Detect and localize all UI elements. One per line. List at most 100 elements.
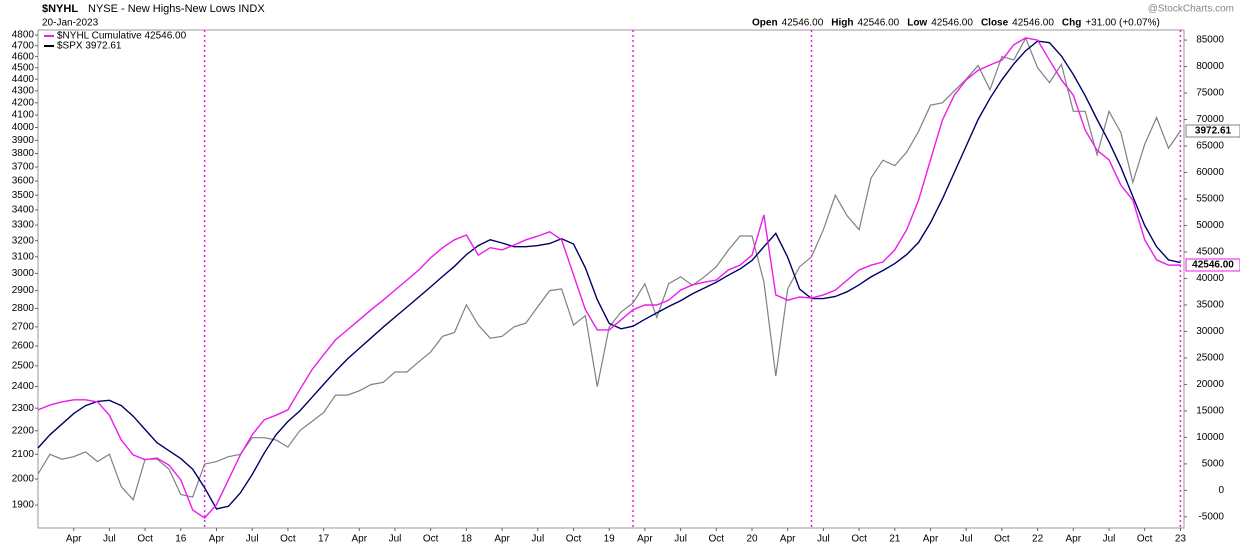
series-line xyxy=(37,36,1181,501)
y2-tick-label: 50000 xyxy=(1196,220,1224,231)
x-tick-label: Jul xyxy=(674,534,687,545)
y2-tick-label: 20000 xyxy=(1196,379,1224,390)
y-tick-label: 4700 xyxy=(12,40,35,51)
last-value-tag xyxy=(1185,124,1240,138)
y2-tick-label: 40000 xyxy=(1196,273,1224,284)
y-tick-label: 3200 xyxy=(12,235,35,246)
x-tick-label: Apr xyxy=(637,534,653,545)
quote-label: Open xyxy=(752,18,778,29)
x-tick-label: Jul xyxy=(960,534,973,545)
quote-label: Chg xyxy=(1062,18,1081,29)
x-tick-label: Jul xyxy=(531,534,544,545)
series-line xyxy=(37,37,1181,519)
y-tick-label: 2400 xyxy=(12,381,35,392)
x-tick-label: Apr xyxy=(494,534,510,545)
source: @StockCharts.com xyxy=(1148,4,1234,15)
y-tick-label: 4600 xyxy=(12,51,35,62)
y-tick-label: 3500 xyxy=(12,190,35,201)
chart-date: 20-Jan-2023 xyxy=(42,18,99,29)
x-tick-label: Oct xyxy=(994,534,1010,545)
y2-tick-label: 80000 xyxy=(1196,61,1224,72)
y-tick-label: 2100 xyxy=(12,449,35,460)
x-tick-label: Apr xyxy=(352,534,368,545)
series-line xyxy=(37,40,1181,510)
y2-tick-label: 15000 xyxy=(1196,406,1224,417)
x-tick-label: 23 xyxy=(1175,534,1187,545)
x-tick-label: Jul xyxy=(103,534,116,545)
y-tick-label: 3800 xyxy=(12,148,35,159)
x-tick-label: Jul xyxy=(817,534,830,545)
x-tick-label: 21 xyxy=(889,534,901,545)
quote-label: Close xyxy=(981,18,1009,29)
y2-tick-label: 10000 xyxy=(1196,432,1224,443)
x-tick-label: Oct xyxy=(851,534,867,545)
x-tick-label: Jul xyxy=(389,534,402,545)
y-tick-label: 4200 xyxy=(12,97,35,108)
y2-tick-label: 85000 xyxy=(1196,35,1224,46)
x-tick-label: Oct xyxy=(566,534,582,545)
last-value-label: 3972.61 xyxy=(1195,126,1232,137)
x-tick-label: 19 xyxy=(604,534,616,545)
y2-tick-label: 75000 xyxy=(1196,88,1224,99)
y-tick-label: 4800 xyxy=(12,30,35,41)
y2-tick-label: 70000 xyxy=(1196,114,1224,125)
y-tick-label: 2500 xyxy=(12,361,35,372)
y-tick-label: 2900 xyxy=(12,285,35,296)
y-tick-label: 2300 xyxy=(12,403,35,414)
y-tick-label: 3900 xyxy=(12,135,35,146)
y2-tick-label: 65000 xyxy=(1196,141,1224,152)
quote-value: 42546.00 xyxy=(1012,18,1054,29)
x-tick-label: Apr xyxy=(1066,534,1082,545)
y2-tick-label: -5000 xyxy=(1198,512,1224,523)
x-tick-label: 17 xyxy=(318,534,330,545)
y-tick-label: 3600 xyxy=(12,176,35,187)
y2-tick-label: 5000 xyxy=(1202,459,1225,470)
y-tick-label: 2000 xyxy=(12,474,35,485)
y2-tick-label: 30000 xyxy=(1196,326,1224,337)
y-tick-label: 4300 xyxy=(12,85,35,96)
x-tick-label: Apr xyxy=(66,534,82,545)
plot-frame xyxy=(37,29,1185,529)
legend-label: $SPX 3972.61 xyxy=(57,41,122,52)
x-tick-label: Jul xyxy=(1103,534,1116,545)
y2-tick-label: 35000 xyxy=(1196,300,1224,311)
y2-tick-label: 0 xyxy=(1218,485,1224,496)
y2-tick-label: 60000 xyxy=(1196,167,1224,178)
x-tick-label: 22 xyxy=(1032,534,1044,545)
y-tick-label: 3700 xyxy=(12,162,35,173)
last-value-label: 42546.00 xyxy=(1192,260,1234,271)
x-tick-label: Oct xyxy=(1137,534,1153,545)
chart-title: $NYHL xyxy=(42,3,78,15)
x-tick-label: 20 xyxy=(746,534,758,545)
y-tick-label: 2200 xyxy=(12,425,35,436)
y-tick-label: 2700 xyxy=(12,321,35,332)
y-tick-label: 3100 xyxy=(12,251,35,262)
y-tick-label: 2800 xyxy=(12,303,35,314)
x-tick-label: Apr xyxy=(780,534,796,545)
y-tick-label: 3300 xyxy=(12,220,35,231)
quote-label: High xyxy=(831,18,853,29)
x-tick-label: Oct xyxy=(280,534,296,545)
quote-value: 42546.00 xyxy=(782,18,824,29)
x-tick-label: Oct xyxy=(137,534,153,545)
quote-value: +31.00 (+0.07%) xyxy=(1085,18,1160,29)
y-tick-label: 3000 xyxy=(12,268,35,279)
x-tick-label: Oct xyxy=(709,534,725,545)
y-tick-label: 4100 xyxy=(12,110,35,121)
y2-tick-label: 45000 xyxy=(1196,247,1224,258)
y-tick-label: 3400 xyxy=(12,205,35,216)
x-tick-label: 18 xyxy=(461,534,473,545)
y-tick-label: 4400 xyxy=(12,74,35,85)
y-tick-label: 4000 xyxy=(12,122,35,133)
quote-value: 42546.00 xyxy=(858,18,900,29)
chart-subtitle: NYSE - New Highs-New Lows INDX xyxy=(88,3,265,15)
y2-tick-label: 55000 xyxy=(1196,194,1224,205)
y2-tick-label: 25000 xyxy=(1196,353,1224,364)
quote-label: Low xyxy=(907,18,927,29)
legend-label: $NYHL Cumulative 42546.00 xyxy=(57,31,187,42)
y-tick-label: 4500 xyxy=(12,62,35,73)
quote-value: 42546.00 xyxy=(931,18,973,29)
x-tick-label: Apr xyxy=(923,534,939,545)
x-tick-label: Jul xyxy=(246,534,259,545)
